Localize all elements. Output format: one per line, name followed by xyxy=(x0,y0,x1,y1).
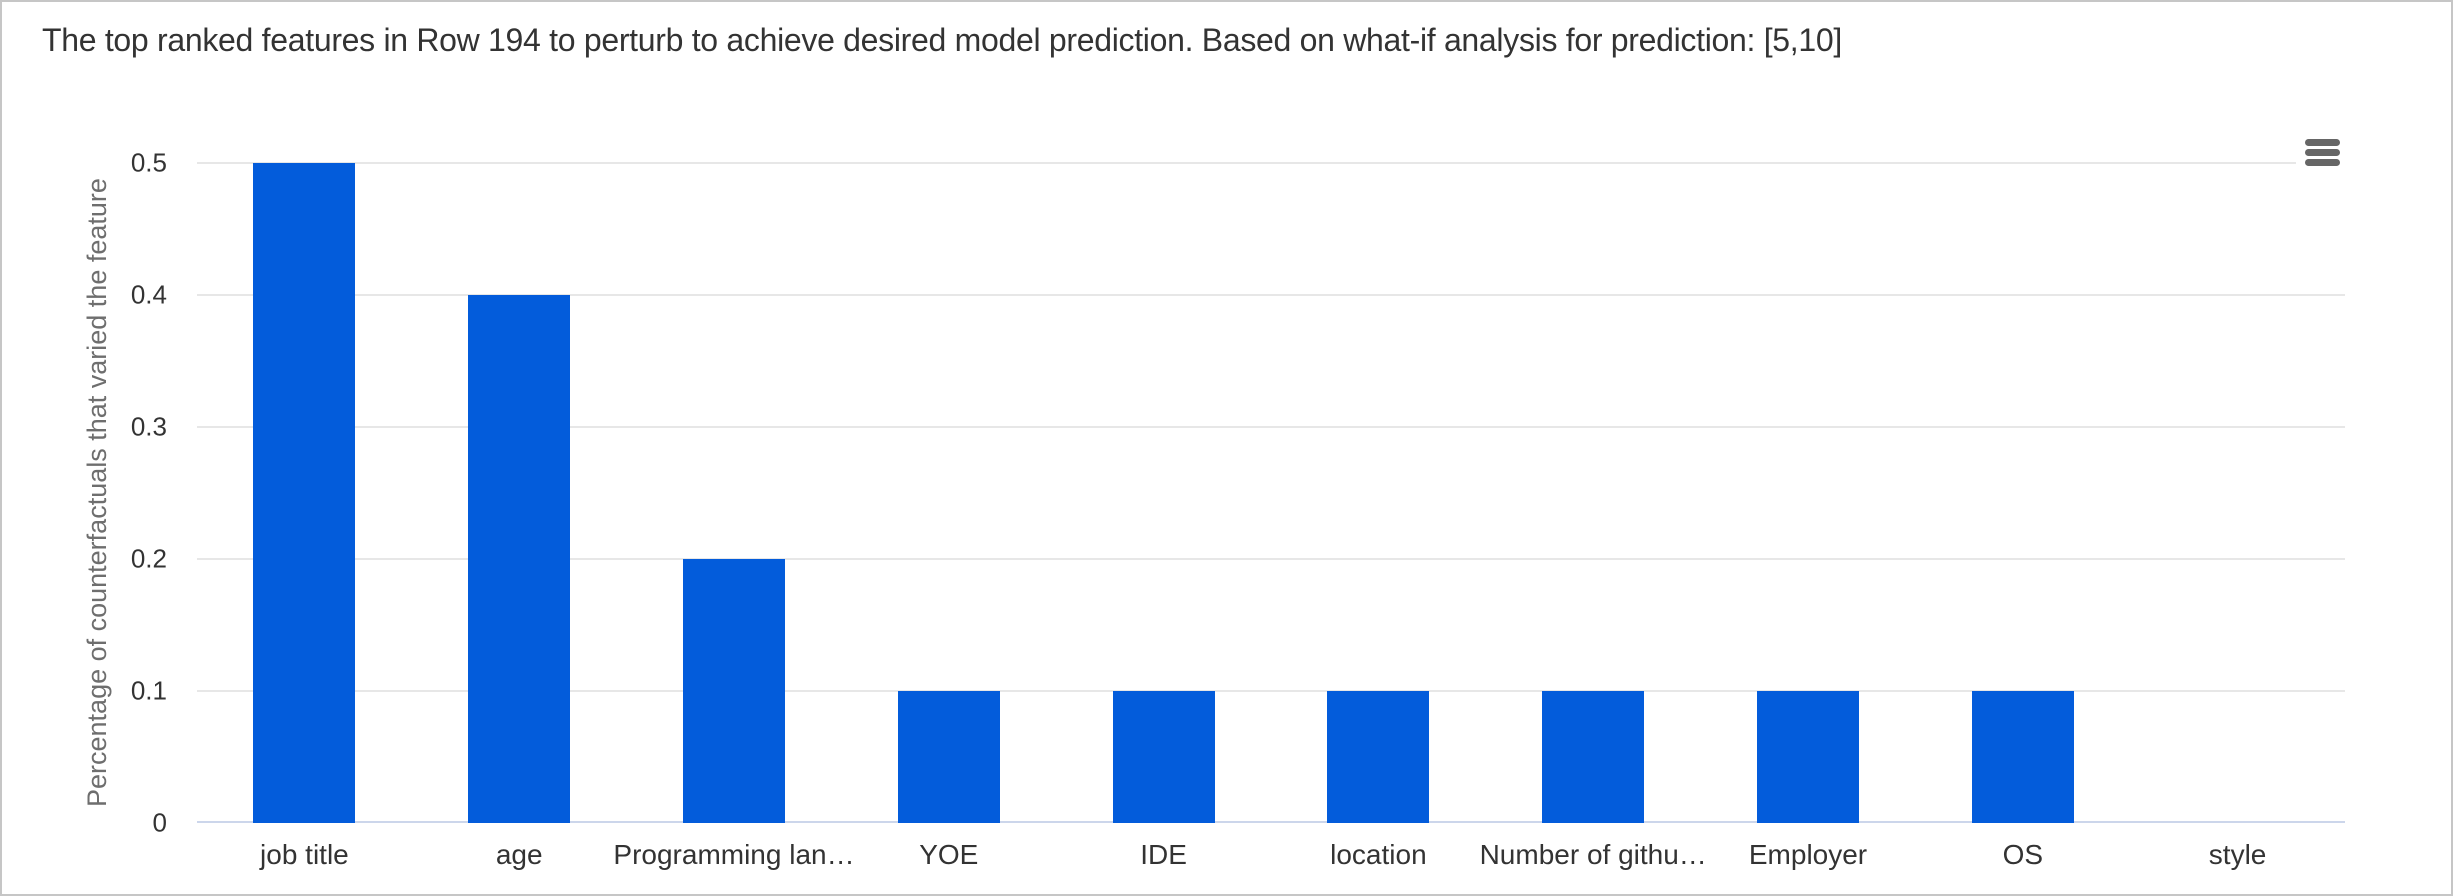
x-tick-label: YOE xyxy=(919,839,979,870)
bar[interactable] xyxy=(468,295,571,823)
chart-title: The top ranked features in Row 194 to pe… xyxy=(42,22,1842,58)
gridline xyxy=(197,162,2345,164)
bar[interactable] xyxy=(253,163,356,823)
gridline xyxy=(197,558,2345,560)
x-tick-label: job title xyxy=(260,839,349,870)
plot-area: 0 0.1 0.2 0.3 0.4 0.5 job title age Programming … xyxy=(131,148,2345,870)
gridline xyxy=(197,426,2345,428)
y-tick-label: 0.2 xyxy=(130,543,167,574)
y-tick-label: 0.5 xyxy=(130,147,167,178)
bar[interactable] xyxy=(1542,691,1645,823)
hamburger-menu-icon xyxy=(2304,138,2340,166)
bar[interactable] xyxy=(1757,691,1859,823)
x-tick-label: Number of githu… xyxy=(1479,839,1707,870)
y-tick-label: 0 xyxy=(152,807,167,838)
bar[interactable] xyxy=(1327,691,1430,823)
x-tick-label: location xyxy=(1330,839,1427,870)
y-axis-title: Percentage of counterfactuals that varie… xyxy=(82,178,112,808)
bar[interactable] xyxy=(897,691,1000,823)
x-tick-label: style xyxy=(2208,839,2267,870)
x-tick-label: Programming lan… xyxy=(613,839,855,870)
bar[interactable] xyxy=(683,559,785,823)
x-tick-label: Employer xyxy=(1748,839,1868,870)
gridline xyxy=(197,294,2345,296)
bar[interactable] xyxy=(1971,691,2074,823)
x-tick-label: age xyxy=(495,839,543,870)
gridline xyxy=(197,690,2345,692)
x-tick-label: OS xyxy=(2002,839,2044,870)
chart-context-menu-button[interactable] xyxy=(2296,128,2348,176)
x-axis-line xyxy=(197,821,2345,823)
y-tick-label: 0.3 xyxy=(130,411,167,442)
x-tick-label: IDE xyxy=(1140,839,1187,870)
y-tick-label: 0.1 xyxy=(130,675,167,706)
bar[interactable] xyxy=(1112,691,1215,823)
y-tick-label: 0.4 xyxy=(130,279,167,310)
